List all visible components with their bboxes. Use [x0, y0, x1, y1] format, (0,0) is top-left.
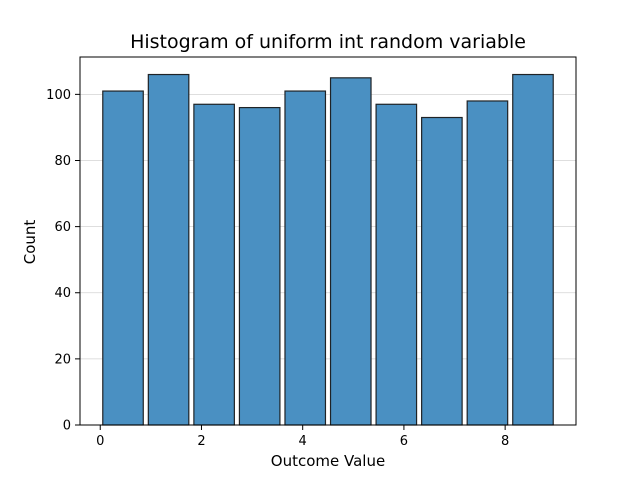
histogram-bars: [102, 73, 554, 426]
x-tick-label: 2: [197, 434, 205, 449]
y-tick-label: 0: [63, 419, 71, 434]
y-tick-label: 20: [54, 352, 71, 367]
axes: [79, 56, 577, 426]
histogram-bar-8: [466, 100, 509, 426]
y-tick-label: 40: [54, 286, 71, 301]
histogram-bar-9: [512, 73, 554, 426]
x-axis-label: Outcome Value: [271, 452, 385, 470]
histogram-bar-5: [329, 77, 372, 426]
x-tick-label: 6: [400, 434, 408, 449]
x-tick-label: 8: [501, 434, 509, 449]
histogram-bar-6: [375, 103, 418, 426]
y-tick-label: 60: [54, 220, 71, 235]
y-tick-label: 100: [46, 88, 71, 103]
chart-title: Histogram of uniform int random variable: [130, 31, 526, 53]
y-axis-label: Count: [21, 220, 39, 265]
x-tick-label: 0: [96, 434, 104, 449]
histogram-bar-7: [421, 116, 463, 426]
histogram-bar-3: [238, 106, 281, 426]
x-tick-label: 4: [299, 434, 307, 449]
histogram-bar-0: [102, 90, 144, 426]
y-tick-label: 80: [54, 154, 71, 169]
histogram-bar-2: [193, 103, 235, 426]
plot-frame: [79, 56, 577, 426]
histogram-bar-1: [147, 73, 190, 426]
histogram-bar-4: [284, 90, 327, 426]
